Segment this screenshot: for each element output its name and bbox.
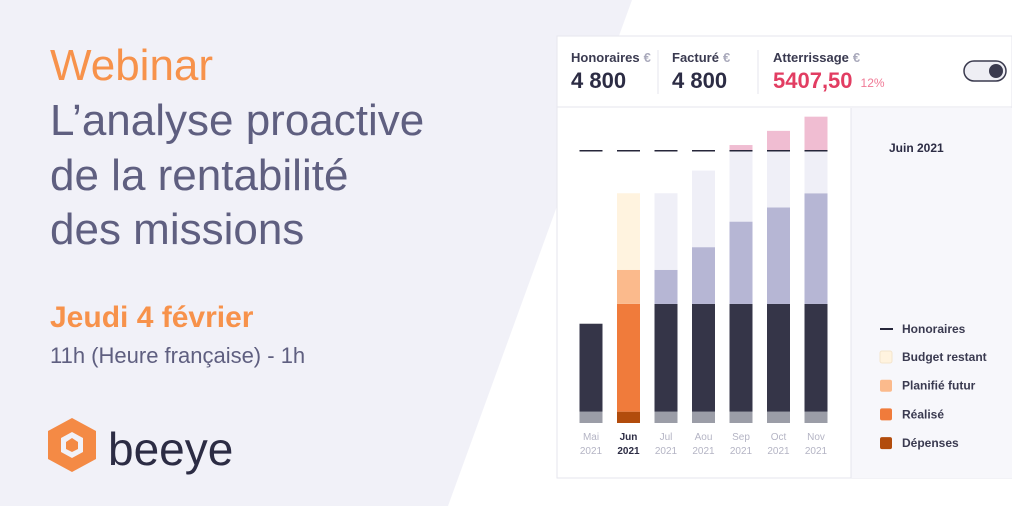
bar-segment [767,130,790,151]
bar-segment [579,411,603,423]
kpi-name: Facturé [672,50,719,65]
bar-segment [654,303,678,412]
bar-segment [729,221,753,304]
legend-label: Dépenses [902,436,959,450]
kpi-delta: 12% [861,76,885,90]
selected-month: Juin 2021 [889,141,944,155]
bar-segment [767,303,790,412]
kpi-currency: € [644,50,651,65]
x-tick-year: 2021 [730,446,753,457]
bar-segment [692,411,715,423]
bar-segment [729,411,753,423]
kpi-label: Atterrissage € [773,50,860,65]
bar-segment [729,150,753,222]
bar-segment [654,411,678,423]
legend-swatch [879,350,893,364]
x-tick-label: Nov [807,432,825,443]
time: 11h (Heure française) - 1h [50,343,305,368]
bar-segment [654,193,678,270]
bar-segment [617,193,640,270]
x-tick-year: 2021 [805,446,828,457]
bar-segment [804,116,828,151]
bar-segment [767,207,790,304]
bar-segment [767,411,790,423]
x-tick-year: 2021 [692,446,715,457]
legend-label: Planifié futur [902,379,976,393]
x-tick-label: Jul [660,432,673,443]
bar-segment [729,303,753,412]
bar-segment [579,323,603,412]
date: Jeudi 4 février [50,301,254,334]
logo-icon [48,418,96,472]
x-tick-year: 2021 [580,446,603,457]
bar-segment [804,150,828,194]
brand: beeye [108,423,233,475]
kpi-label: Honoraires € [571,50,651,65]
legend-label: Budget restant [902,350,987,364]
kpi-currency: € [723,50,730,65]
legend-swatch [880,379,892,392]
x-tick-label: Mai [583,432,599,443]
kpi-name: Honoraires [571,50,640,65]
kpi-label: Facturé € [672,50,730,65]
kpi-value: 5407,50 [773,68,853,93]
x-tick-year: 2021 [655,446,678,457]
toggle[interactable] [963,60,1007,82]
bar-segment [804,303,828,412]
legend-label: Réalisé [902,407,944,421]
x-tick-label: Aou [695,432,713,443]
x-tick-label: Sep [732,432,750,443]
title-line: des missions [50,205,304,254]
legend-swatch [880,408,892,421]
bar-segment [617,303,640,412]
legend-label: Honoraires [902,322,966,336]
legend-swatch [880,437,892,450]
x-tick-year: 2021 [617,446,640,457]
webinar-label: Webinar [50,41,213,90]
title-line: L’analyse proactive [50,96,424,145]
x-tick-year: 2021 [767,446,790,457]
bar-segment [692,170,715,248]
kpi-currency: € [853,50,860,65]
bar-segment [692,303,715,412]
bar-segment [617,269,640,304]
bar-segment [654,269,678,304]
x-tick-label: Jun [620,432,638,443]
title-line: de la rentabilité [50,151,348,200]
bar-segment [767,150,790,208]
side-panel [851,108,1012,478]
bar-segment [729,145,753,151]
bar-segment [804,193,828,304]
bar-segment [692,247,715,304]
kpi-value: 4 800 [672,68,727,93]
bar-segment [617,411,640,423]
x-tick-label: Oct [771,432,787,443]
kpi-name: Atterrissage [773,50,849,65]
bar-segment [804,411,828,423]
kpi-value: 4 800 [571,68,626,93]
